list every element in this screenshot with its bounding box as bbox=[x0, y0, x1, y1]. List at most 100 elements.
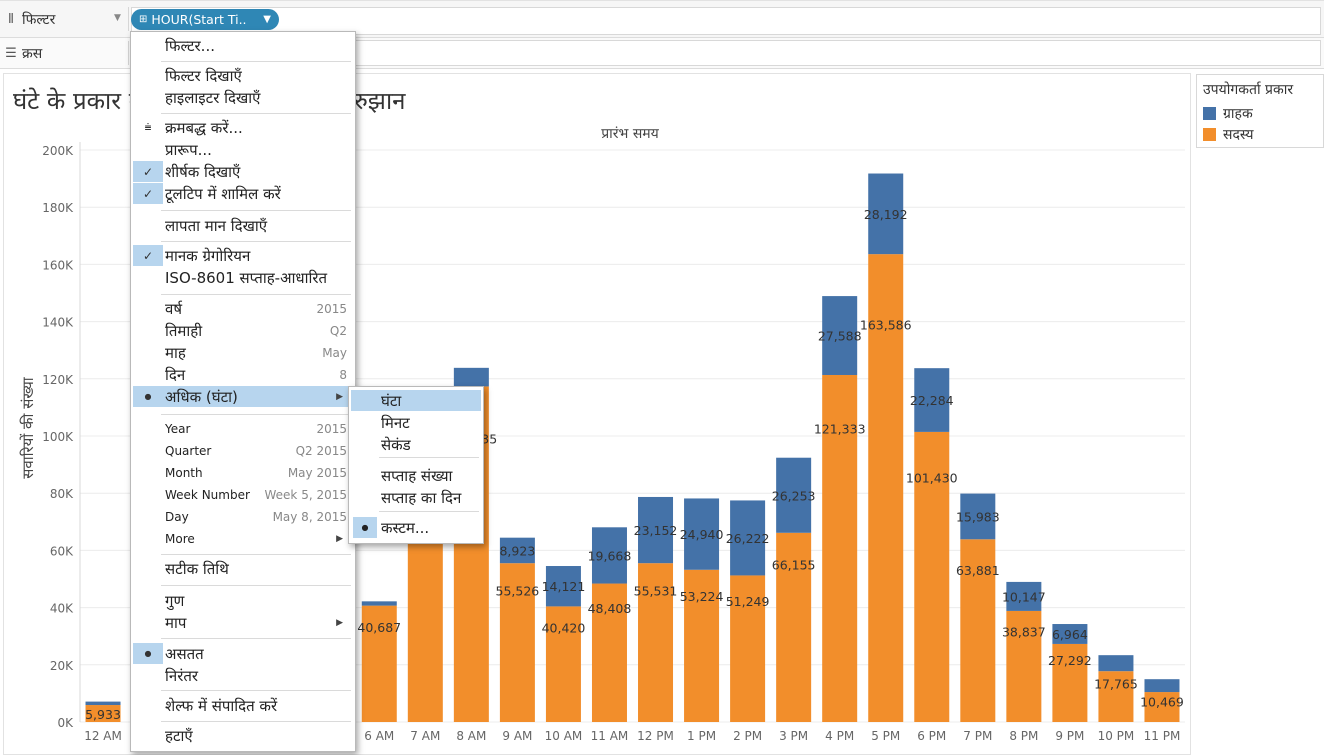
menu-item-year[interactable]: वर्ष 2015 bbox=[133, 298, 353, 319]
data-label-member: 10,469 bbox=[1140, 694, 1184, 709]
menu-item-discrete[interactable]: ● असतत bbox=[133, 643, 353, 664]
legend-title: उपयोगकर्ता प्रकार bbox=[1203, 82, 1294, 98]
menu-item-value: Week 5, 2015 bbox=[264, 487, 348, 502]
menu-item-label: ISO-8601 सप्ताह-आधारित bbox=[165, 268, 328, 287]
data-label-customer: 19,668 bbox=[588, 548, 632, 563]
legend-label-member: सदस्य bbox=[1223, 127, 1254, 143]
menu-item-year-en[interactable]: Year 2015 bbox=[133, 418, 353, 439]
bar-member bbox=[822, 374, 858, 722]
menu-item-filter[interactable]: फिल्टर... bbox=[133, 35, 353, 56]
menu-item-quarter[interactable]: तिमाही Q2 bbox=[133, 320, 353, 341]
submenu-item-minute[interactable]: मिनट bbox=[351, 412, 481, 433]
menu-item-label: हटाएँ bbox=[165, 726, 193, 745]
x-tick-label: 8 AM bbox=[456, 729, 486, 743]
menu-item-label: Quarter bbox=[165, 443, 212, 458]
bar-member bbox=[1052, 643, 1088, 722]
chart-title: घंटे के प्रकार के bbox=[13, 87, 148, 115]
bar-customer bbox=[960, 493, 996, 540]
submenu-item-hour[interactable]: घंटा bbox=[351, 390, 481, 411]
legend-item-customer[interactable]: ग्राहक bbox=[1197, 103, 1323, 124]
submenu-item-weekday[interactable]: सप्ताह का दिन bbox=[351, 487, 481, 508]
filters-drop-area[interactable] bbox=[131, 7, 1321, 35]
menu-item-edit-in-shelf[interactable]: शेल्फ में संपादित करें bbox=[133, 695, 353, 716]
legend-item-member[interactable]: सदस्य bbox=[1197, 124, 1323, 145]
data-label-member: 63,881 bbox=[956, 563, 1000, 578]
submenu-item-label: घंटा bbox=[381, 391, 402, 410]
bar-member bbox=[499, 563, 535, 722]
bar-customer bbox=[545, 566, 581, 607]
chevron-down-icon[interactable]: ▼ bbox=[114, 13, 121, 23]
data-label-member: 17,765 bbox=[1094, 676, 1138, 691]
bar-customer bbox=[361, 601, 397, 606]
menu-item-label: वर्ष bbox=[165, 299, 183, 318]
data-label-customer: 28,192 bbox=[864, 207, 908, 222]
menu-item-label: दिन bbox=[165, 365, 186, 384]
menu-item-remove[interactable]: हटाएँ bbox=[133, 725, 353, 746]
data-label-customer: 24,940 bbox=[680, 527, 724, 542]
menu-item-value: 2015 bbox=[316, 421, 347, 436]
menu-item-measure[interactable]: माप ▶ bbox=[133, 612, 353, 633]
submenu-item-custom[interactable]: ● कस्टम... bbox=[351, 517, 481, 538]
menu-item-more-hour[interactable]: ● अधिक (घंटा) ▶ bbox=[133, 386, 353, 407]
menu-separator bbox=[161, 241, 351, 242]
menu-item-quarter-en[interactable]: Quarter Q2 2015 bbox=[133, 440, 353, 461]
menu-item-week-number[interactable]: Week Number Week 5, 2015 bbox=[133, 484, 353, 505]
y-tick-label: 40K bbox=[50, 602, 74, 616]
bar-customer bbox=[1052, 624, 1088, 644]
checkmark-icon: ✓ bbox=[133, 183, 163, 204]
menu-item-label: अधिक (घंटा) bbox=[165, 387, 238, 406]
menu-item-label: तिमाही bbox=[165, 321, 203, 340]
menu-item-label: Day bbox=[165, 509, 189, 524]
menu-item-show-filter[interactable]: फिल्टर दिखाएँ bbox=[133, 65, 353, 86]
menu-item-month-en[interactable]: Month May 2015 bbox=[133, 462, 353, 483]
menu-item-label: Week Number bbox=[165, 487, 250, 502]
list-icon: ☰ bbox=[5, 45, 17, 61]
menu-item-include-tooltip[interactable]: ✓ टूलटिप में शामिल करें bbox=[133, 183, 353, 204]
bar-customer bbox=[684, 498, 720, 570]
menu-item-format[interactable]: प्रारूप... bbox=[133, 139, 353, 160]
data-label-member: 55,526 bbox=[496, 583, 540, 598]
x-tick-label: 3 PM bbox=[779, 729, 808, 743]
menu-separator bbox=[161, 721, 351, 722]
pill-context-menu: फिल्टर... फिल्टर दिखाएँ हाइलाइटर दिखाएँ ⩧ क्… bbox=[130, 31, 356, 752]
menu-item-sort[interactable]: ⩧ क्रमबद्ध करें... bbox=[133, 117, 353, 138]
menu-item-label: गुण bbox=[165, 591, 185, 610]
menu-item-day[interactable]: दिन 8 bbox=[133, 364, 353, 385]
filter-shelf-icon: ⦀ bbox=[8, 11, 14, 27]
menu-item-show-missing[interactable]: लापता मान दिखाएँ bbox=[133, 215, 353, 236]
menu-item-more-en[interactable]: More ▶ bbox=[133, 528, 353, 549]
menu-item-day-en[interactable]: Day May 8, 2015 bbox=[133, 506, 353, 527]
bar-member bbox=[591, 583, 627, 722]
menu-item-label: हाइलाइटर दिखाएँ bbox=[165, 88, 261, 107]
menu-item-iso-8601[interactable]: ISO-8601 सप्ताह-आधारित bbox=[133, 267, 353, 288]
menu-item-continuous[interactable]: निरंतर bbox=[133, 665, 353, 686]
data-label-member: 40,687 bbox=[357, 620, 401, 635]
submenu-item-week-number[interactable]: सप्ताह संख्या bbox=[351, 465, 481, 486]
menu-item-value: 2015 bbox=[316, 301, 347, 316]
pill-dropdown-icon[interactable]: ▼ bbox=[263, 14, 271, 25]
menu-item-label: मानक ग्रेगोरियन bbox=[165, 246, 251, 265]
y-tick-label: 20K bbox=[50, 659, 74, 673]
data-label-member: 121,333 bbox=[814, 422, 866, 437]
data-label-member: 53,224 bbox=[680, 589, 724, 604]
data-label-customer: 22,284 bbox=[910, 393, 954, 408]
menu-item-show-highlighter[interactable]: हाइलाइटर दिखाएँ bbox=[133, 87, 353, 108]
menu-item-label: शेल्फ में संपादित करें bbox=[165, 696, 278, 715]
submenu-item-label: सप्ताह संख्या bbox=[381, 466, 453, 485]
radio-dot-icon: ● bbox=[133, 643, 163, 664]
menu-item-show-header[interactable]: ✓ शीर्षक दिखाएँ bbox=[133, 161, 353, 182]
menu-item-value: 8 bbox=[339, 367, 347, 382]
menu-item-exact-date[interactable]: सटीक तिथि bbox=[133, 558, 353, 579]
menu-item-month[interactable]: माह May bbox=[133, 342, 353, 363]
menu-item-standard-gregorian[interactable]: ✓ मानक ग्रेगोरियन bbox=[133, 245, 353, 266]
x-tick-label: 7 AM bbox=[410, 729, 440, 743]
menu-item-attribute[interactable]: गुण bbox=[133, 590, 353, 611]
submenu-item-second[interactable]: सेकंड bbox=[351, 434, 481, 455]
bar-member bbox=[684, 569, 720, 722]
bar-member bbox=[545, 606, 581, 722]
hour-start-time-pill[interactable]: ⊞ HOUR(Start Ti.. ▼ bbox=[131, 9, 279, 30]
legend: उपयोगकर्ता प्रकार ग्राहक सदस्य bbox=[1196, 74, 1324, 148]
menu-separator bbox=[161, 585, 351, 586]
data-label-member: 55,531 bbox=[634, 583, 678, 598]
menu-item-label: टूलटिप में शामिल करें bbox=[165, 184, 281, 203]
